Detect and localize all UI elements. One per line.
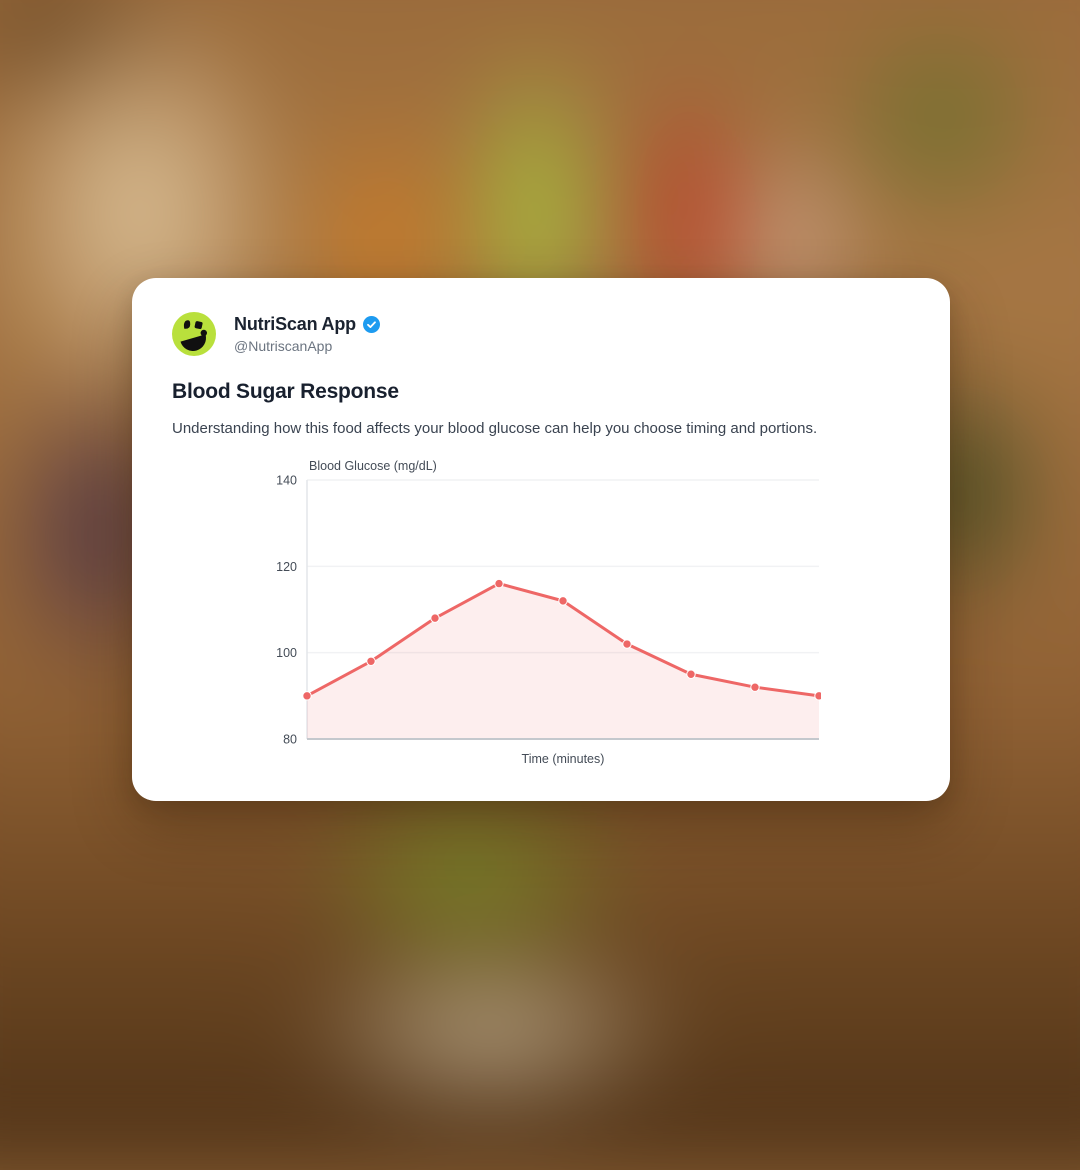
blood-glucose-chart: 80 100 120 140 Blood Glucose (mg/dL) Time (mi… (261, 458, 821, 768)
account-name[interactable]: NutriScan App (234, 314, 356, 334)
svg-text:120: 120 (276, 560, 297, 574)
account-header: NutriScan App @NutriscanApp (172, 312, 910, 356)
share-card: NutriScan App @NutriscanApp Blood Sugar … (132, 278, 950, 801)
verified-badge-icon (363, 316, 380, 333)
avatar[interactable] (172, 312, 216, 356)
svg-text:Blood Glucose (mg/dL): Blood Glucose (mg/dL) (309, 459, 437, 473)
svg-text:80: 80 (283, 732, 297, 746)
svg-text:140: 140 (276, 473, 297, 487)
description-text: Understanding how this food affects your… (172, 420, 818, 437)
svg-text:100: 100 (276, 646, 297, 660)
page-title: Blood Sugar Response (172, 380, 399, 403)
account-id-block: NutriScan App @NutriscanApp (234, 314, 380, 354)
nutriscan-logo-icon (172, 312, 216, 356)
area-chart-canvas: 80 100 120 140 Blood Glucose (mg/dL) Time (mi… (276, 459, 821, 766)
svg-text:Time (minutes): Time (minutes) (522, 752, 605, 766)
account-handle[interactable]: @NutriscanApp (234, 338, 333, 354)
